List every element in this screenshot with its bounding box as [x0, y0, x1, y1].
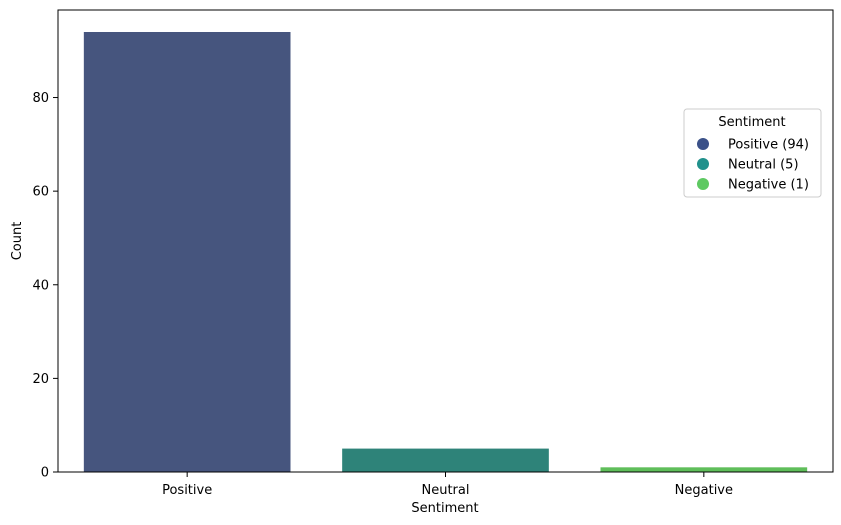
x-tick-label-positive: Positive [162, 483, 212, 498]
y-tick-label: 40 [32, 278, 49, 293]
legend-marker [697, 178, 709, 190]
legend-marker [697, 158, 709, 170]
x-axis-ticks: Positive Neutral Negative [162, 472, 733, 498]
legend-frame [683, 108, 822, 198]
y-tick-label: 20 [32, 372, 49, 387]
y-tick-label: 80 [32, 91, 49, 106]
plot-frame [57, 9, 834, 473]
legend-entry-label: Neutral (5) [728, 158, 799, 173]
legend-entry-label: Positive (94) [728, 138, 809, 153]
y-axis-ticks: 0 20 40 60 80 [32, 91, 58, 481]
legend-title: Sentiment [718, 115, 785, 130]
x-tick-label-negative: Negative [675, 483, 733, 498]
legend: Sentiment Positive (94) Neutral (5) Negati… [683, 108, 822, 198]
y-tick-label: 60 [32, 185, 49, 200]
y-axis-label: Count [10, 222, 25, 261]
bars-group [83, 32, 808, 472]
bar-positive [83, 32, 291, 472]
bar-neutral [342, 448, 549, 472]
legend-marker [697, 138, 709, 150]
x-axis-label: Sentiment [411, 501, 478, 516]
bar-negative [600, 467, 808, 472]
x-tick-label-neutral: Neutral [422, 483, 470, 498]
legend-entry-label: Negative (1) [728, 178, 809, 193]
y-tick-label: 0 [41, 466, 49, 481]
